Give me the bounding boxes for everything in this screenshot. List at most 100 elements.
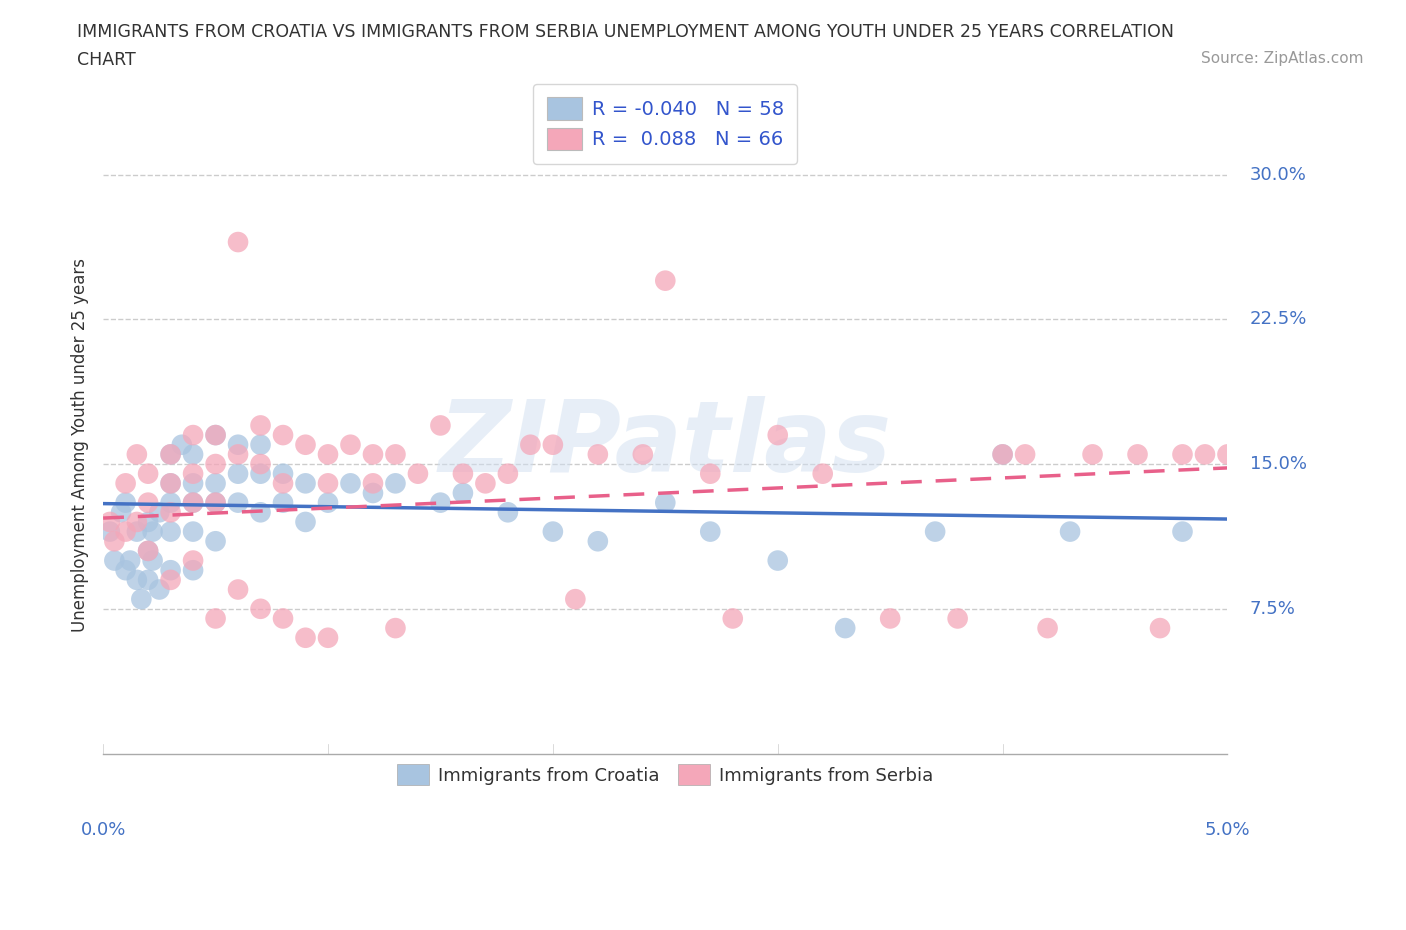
Point xyxy=(159,573,181,588)
Point xyxy=(204,476,226,491)
Point xyxy=(148,582,170,597)
Point xyxy=(249,437,271,452)
Point xyxy=(136,514,159,529)
Point xyxy=(564,591,586,606)
Point xyxy=(114,495,136,510)
Point xyxy=(249,418,271,432)
Point xyxy=(204,495,226,510)
Point xyxy=(249,466,271,481)
Point xyxy=(654,273,676,288)
Point xyxy=(271,611,294,626)
Point xyxy=(294,437,316,452)
Point xyxy=(226,437,249,452)
Text: CHART: CHART xyxy=(77,51,136,69)
Point xyxy=(204,534,226,549)
Point xyxy=(159,447,181,462)
Point xyxy=(991,447,1014,462)
Point xyxy=(631,447,654,462)
Point xyxy=(159,505,181,520)
Point xyxy=(114,563,136,578)
Point xyxy=(1171,525,1194,539)
Point xyxy=(316,495,339,510)
Point xyxy=(125,447,148,462)
Point xyxy=(946,611,969,626)
Point xyxy=(316,631,339,645)
Point xyxy=(654,495,676,510)
Point xyxy=(316,447,339,462)
Point xyxy=(181,447,204,462)
Point xyxy=(204,457,226,472)
Text: 7.5%: 7.5% xyxy=(1250,600,1296,618)
Point xyxy=(519,437,541,452)
Point xyxy=(181,553,204,568)
Point xyxy=(226,466,249,481)
Point xyxy=(204,495,226,510)
Point xyxy=(541,437,564,452)
Point xyxy=(1216,447,1239,462)
Point xyxy=(451,466,474,481)
Point xyxy=(131,591,153,606)
Point xyxy=(1194,447,1216,462)
Text: 0.0%: 0.0% xyxy=(80,821,125,839)
Point xyxy=(136,543,159,558)
Point xyxy=(98,525,121,539)
Point xyxy=(226,447,249,462)
Point xyxy=(159,447,181,462)
Point xyxy=(811,466,834,481)
Point xyxy=(181,495,204,510)
Legend: Immigrants from Croatia, Immigrants from Serbia: Immigrants from Croatia, Immigrants from… xyxy=(388,755,943,794)
Y-axis label: Unemployment Among Youth under 25 years: Unemployment Among Youth under 25 years xyxy=(72,258,89,631)
Point xyxy=(496,505,519,520)
Text: 15.0%: 15.0% xyxy=(1250,455,1308,473)
Point xyxy=(226,234,249,249)
Point xyxy=(120,553,142,568)
Point xyxy=(699,466,721,481)
Point xyxy=(226,582,249,597)
Point xyxy=(991,447,1014,462)
Point xyxy=(159,495,181,510)
Point xyxy=(103,553,125,568)
Text: 22.5%: 22.5% xyxy=(1250,311,1308,328)
Point xyxy=(541,525,564,539)
Point xyxy=(125,573,148,588)
Point xyxy=(148,505,170,520)
Point xyxy=(361,476,384,491)
Point xyxy=(1126,447,1149,462)
Point xyxy=(834,620,856,635)
Point xyxy=(1014,447,1036,462)
Text: IMMIGRANTS FROM CROATIA VS IMMIGRANTS FROM SERBIA UNEMPLOYMENT AMONG YOUTH UNDER: IMMIGRANTS FROM CROATIA VS IMMIGRANTS FR… xyxy=(77,23,1174,41)
Point xyxy=(586,534,609,549)
Point xyxy=(114,476,136,491)
Point xyxy=(429,418,451,432)
Point xyxy=(125,525,148,539)
Point xyxy=(271,428,294,443)
Point xyxy=(181,428,204,443)
Point xyxy=(136,466,159,481)
Point xyxy=(136,573,159,588)
Point xyxy=(766,553,789,568)
Point xyxy=(384,447,406,462)
Point xyxy=(249,457,271,472)
Point xyxy=(110,505,132,520)
Point xyxy=(103,534,125,549)
Point xyxy=(125,514,148,529)
Point xyxy=(181,563,204,578)
Point xyxy=(339,437,361,452)
Point xyxy=(699,525,721,539)
Point xyxy=(159,525,181,539)
Point xyxy=(159,476,181,491)
Point xyxy=(249,505,271,520)
Point xyxy=(1036,620,1059,635)
Point xyxy=(249,602,271,617)
Text: Source: ZipAtlas.com: Source: ZipAtlas.com xyxy=(1201,51,1364,66)
Point xyxy=(181,525,204,539)
Point xyxy=(766,428,789,443)
Point xyxy=(924,525,946,539)
Point xyxy=(159,476,181,491)
Point xyxy=(451,485,474,500)
Point xyxy=(1081,447,1104,462)
Point xyxy=(1149,620,1171,635)
Point xyxy=(271,495,294,510)
Point xyxy=(181,476,204,491)
Point xyxy=(361,485,384,500)
